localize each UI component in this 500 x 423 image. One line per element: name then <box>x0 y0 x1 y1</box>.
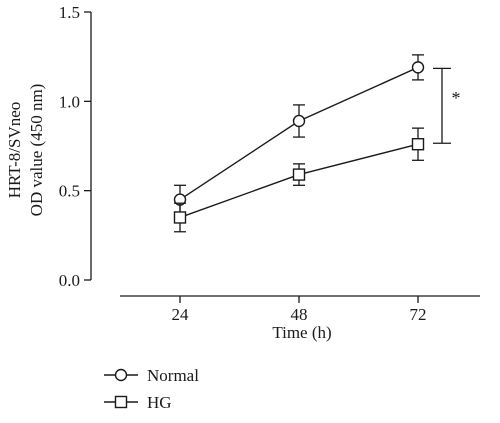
y-axis-label-line-2: OD value (450 nm) <box>27 84 46 217</box>
legend-label: HG <box>147 393 172 412</box>
axes: 0.0 0.5 1.0 1.5 24 48 72 <box>59 3 480 324</box>
data-point <box>173 211 187 224</box>
data-point <box>292 168 306 181</box>
series-normal <box>173 54 425 215</box>
legend-marker <box>114 395 128 409</box>
x-tick-label: 72 <box>410 305 427 324</box>
x-axis-label: Time (h) <box>272 323 331 342</box>
y-tick-label: 1.5 <box>59 3 80 22</box>
y-axis-label-line-1: HRT-8/SVneo <box>5 102 24 199</box>
data-point <box>411 61 425 74</box>
legend-marker <box>114 368 128 382</box>
x-tick-label: 48 <box>291 305 308 324</box>
legend-label: Normal <box>147 366 199 385</box>
y-tick-label: 0.5 <box>59 182 80 201</box>
annotations: * <box>433 67 461 144</box>
y-tick-label: 1.0 <box>59 92 80 111</box>
legend-item-normal: Normal <box>104 366 199 385</box>
data-point <box>292 114 306 128</box>
series-layer <box>173 54 425 233</box>
data-point <box>411 138 425 151</box>
significance-marker: * <box>452 88 461 108</box>
y-tick-label: 0.0 <box>59 271 80 290</box>
legend-item-hg: HG <box>104 393 172 412</box>
x-tick-label: 24 <box>172 305 190 324</box>
legend: Normal HG <box>104 366 199 412</box>
series-hg <box>173 127 425 233</box>
